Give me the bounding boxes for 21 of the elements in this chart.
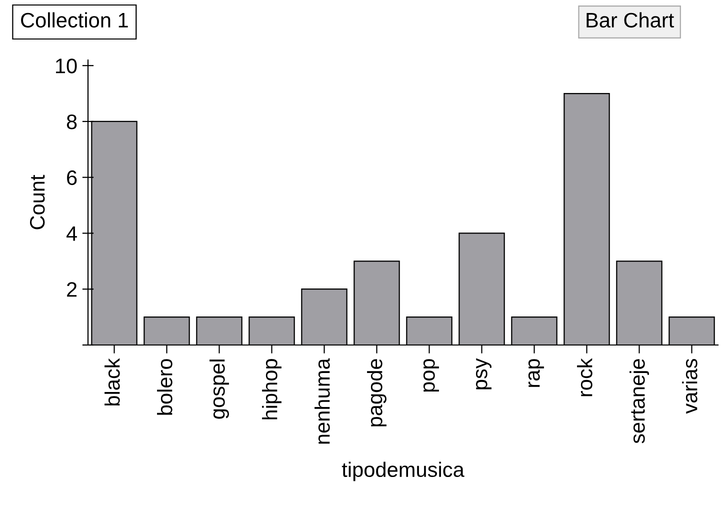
x-tick-label: nenhuma bbox=[314, 358, 330, 444]
x-tick-label: bolero bbox=[157, 359, 172, 415]
x-tick-label: black bbox=[104, 358, 120, 406]
y-tick-label: 8 bbox=[66, 114, 77, 130]
x-tick-label: rock bbox=[577, 358, 592, 396]
y-tick-label: 2 bbox=[67, 282, 77, 297]
text: Bar Chart bbox=[586, 12, 674, 28]
x-axis-title: tipodemusica bbox=[342, 462, 464, 482]
y-tick-label: 6 bbox=[67, 170, 77, 186]
chart-title: Collection 1 bbox=[21, 12, 128, 28]
x-tick-label: rap bbox=[528, 359, 544, 387]
y-tick-label: 10 bbox=[56, 58, 77, 74]
y-axis-title: Count bbox=[30, 174, 45, 230]
x-tick-label: varias bbox=[682, 358, 698, 414]
x-tick-label: pop bbox=[423, 359, 439, 392]
x-tick-label: sertaneje bbox=[630, 359, 649, 444]
x-tick-label: pagode bbox=[367, 359, 386, 426]
x-tick-label: psy bbox=[476, 358, 492, 390]
x-tick-label: gospel bbox=[210, 360, 229, 419]
y-tick-label: 4 bbox=[66, 226, 77, 241]
x-tick-label: hiphop bbox=[262, 359, 282, 420]
